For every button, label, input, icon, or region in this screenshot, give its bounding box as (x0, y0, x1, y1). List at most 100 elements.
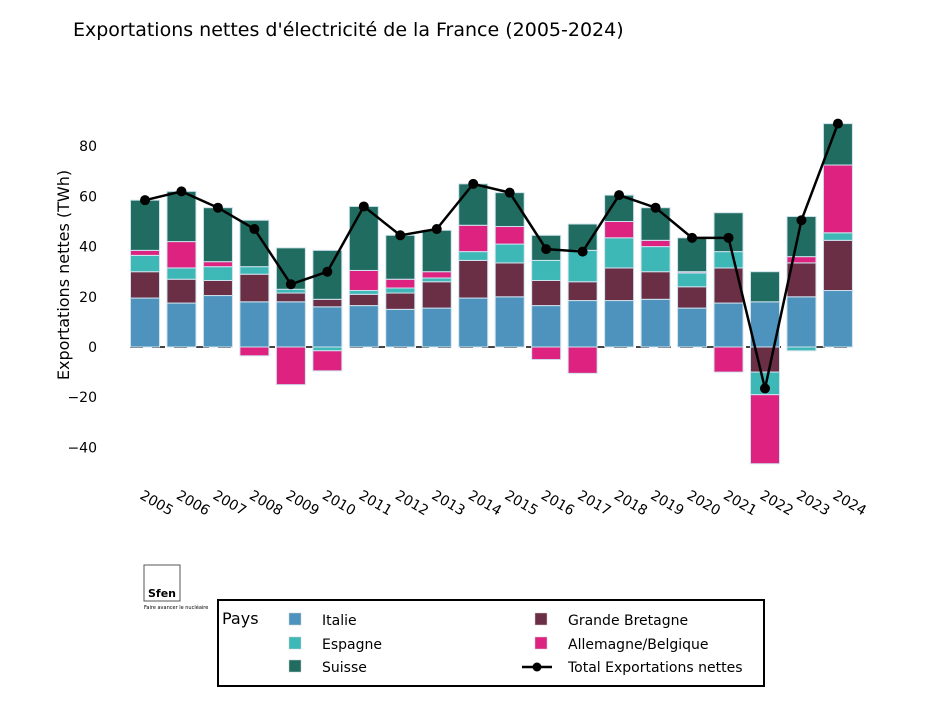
x-tick-label: 2005 (137, 488, 176, 520)
bar-italie-2013 (421, 307, 452, 348)
bar-suisse-2021 (713, 212, 744, 253)
y-tick-label: 0 (88, 340, 97, 356)
logo-name: Sfen (148, 587, 176, 600)
bar-allemagne-belgique-2005 (130, 249, 160, 256)
y-axis-label: Exportations nettes (TWh) (54, 170, 73, 380)
x-tick-label: 2007 (210, 488, 249, 520)
bar-italie-2010 (312, 306, 343, 348)
bar-suisse-2007 (202, 207, 233, 263)
y-tick-label: −20 (67, 390, 97, 406)
x-tick-label: 2021 (721, 488, 760, 520)
bar-allemagne-belgique-2014 (458, 224, 489, 253)
bar-italie-2023 (786, 296, 817, 348)
x-tick-label: 2010 (319, 488, 358, 520)
legend-line-marker (532, 662, 542, 672)
bar-espagne-2018 (604, 237, 635, 269)
x-tick-label: 2009 (283, 488, 322, 520)
bar-suisse-2005 (130, 199, 160, 251)
legend-item: Suisse (322, 660, 367, 676)
legend-swatch (288, 659, 302, 673)
bar-grande-bretagne-2019 (640, 271, 671, 300)
total-point-2013 (431, 224, 442, 235)
bar-italie-2019 (640, 298, 671, 348)
bar-allemagne-belgique-2008 (239, 346, 270, 357)
bar-italie-2009 (275, 301, 306, 348)
bar-allemagne-belgique-2024 (822, 164, 853, 234)
bar-suisse-2019 (640, 207, 671, 241)
bar-allemagne-belgique-2019 (640, 239, 671, 248)
bar-grande-bretagne-2011 (348, 293, 379, 307)
total-point-2021 (723, 232, 734, 243)
bar-allemagne-belgique-2013 (421, 271, 452, 279)
legend-item: Grande Bretagne (568, 613, 688, 629)
bar-espagne-2012 (385, 287, 416, 294)
total-point-2011 (358, 201, 369, 212)
bar-grande-bretagne-2008 (239, 273, 270, 303)
x-tick-label: 2015 (502, 488, 541, 520)
total-point-2007 (212, 202, 223, 213)
bar-italie-2021 (713, 302, 744, 348)
legend-item: Italie (322, 613, 357, 629)
bar-espagne-2010 (312, 346, 343, 352)
bar-espagne-2011 (348, 290, 379, 295)
bar-grande-bretagne-2014 (458, 259, 489, 299)
bar-allemagne-belgique-2015 (494, 226, 525, 245)
bar-espagne-2013 (421, 277, 452, 283)
bar-grande-bretagne-2017 (567, 281, 598, 302)
total-point-2008 (249, 224, 260, 235)
x-tick-label: 2017 (575, 488, 614, 520)
bar-allemagne-belgique-2007 (202, 261, 233, 268)
bar-allemagne-belgique-2011 (348, 269, 379, 292)
total-point-2018 (614, 190, 625, 201)
legend-item: Total Exportations nettes (567, 660, 743, 676)
bar-allemagne-belgique-2022 (749, 394, 780, 465)
y-tick-label: 40 (79, 240, 97, 256)
legend-swatch (534, 636, 548, 650)
total-point-2019 (650, 202, 661, 213)
bar-grande-bretagne-2016 (531, 279, 562, 307)
x-tick-label: 2023 (793, 488, 832, 520)
bar-italie-2011 (348, 305, 379, 348)
x-tick-label: 2011 (356, 488, 395, 520)
bar-suisse-2006 (166, 190, 197, 243)
bar-grande-bretagne-2005 (130, 271, 160, 299)
bar-espagne-2014 (458, 251, 489, 261)
bar-suisse-2024 (822, 123, 853, 166)
legend-swatch (534, 612, 548, 626)
bar-allemagne-belgique-2010 (312, 350, 343, 372)
total-point-2012 (395, 230, 406, 241)
logo-tagline: Faire avancer le nucléaire (144, 604, 208, 611)
bar-italie-2008 (239, 301, 270, 348)
bar-italie-2005 (130, 297, 160, 348)
total-line-path (144, 123, 840, 389)
bar-espagne-2015 (494, 243, 525, 264)
total-point-2015 (504, 187, 515, 198)
total-point-2006 (176, 186, 187, 197)
y-tick-label: 80 (79, 139, 97, 155)
bar-italie-2012 (385, 308, 416, 348)
bar-espagne-2023 (786, 346, 817, 352)
x-tick-label: 2019 (648, 488, 687, 520)
bar-suisse-2012 (385, 234, 416, 280)
bar-suisse-2013 (421, 229, 452, 273)
bar-italie-2018 (604, 300, 635, 348)
total-point-2009 (285, 279, 296, 290)
sfen-logo: Sfen Faire avancer le nucléaire (143, 564, 208, 611)
total-point-2010 (322, 266, 333, 277)
bar-espagne-2019 (640, 246, 671, 273)
bar-espagne-2017 (567, 249, 598, 283)
bar-espagne-2008 (239, 266, 270, 275)
bar-allemagne-belgique-2018 (604, 221, 635, 239)
x-tick-label: 2024 (830, 488, 869, 520)
x-tick-label: 2018 (611, 488, 650, 520)
x-tick-label: 2008 (246, 488, 285, 520)
bar-espagne-2007 (202, 266, 233, 281)
bar-grande-bretagne-2021 (713, 267, 744, 304)
bar-italie-2024 (822, 290, 853, 348)
legend-title: Pays (222, 609, 259, 628)
total-point-2020 (687, 232, 698, 243)
y-tick-label: 20 (79, 290, 97, 306)
bar-italie-2020 (677, 307, 708, 348)
bar-allemagne-belgique-2016 (531, 346, 562, 361)
